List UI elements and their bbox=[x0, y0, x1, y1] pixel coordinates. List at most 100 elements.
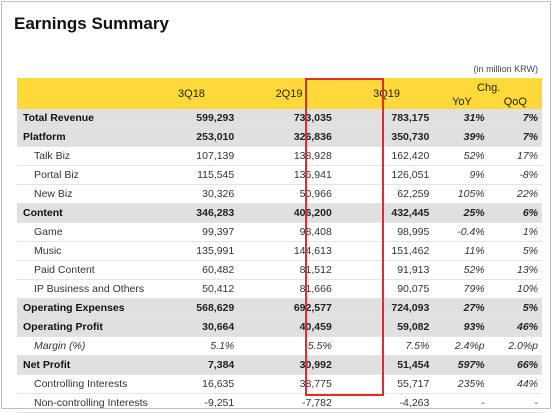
header-yoy: YoY bbox=[435, 95, 489, 109]
cell-3q18: 135,991 bbox=[142, 241, 241, 261]
cell-3q19: 151,462 bbox=[337, 241, 436, 261]
cell-2q19: 136,941 bbox=[240, 165, 338, 185]
table-row: Non-controlling Interests -9,251 -7,782 -4,… bbox=[17, 393, 542, 413]
cell-3q18: 99,397 bbox=[142, 222, 241, 242]
table-row: Operating Profit 30,664 40,459 59,082 93% 46% bbox=[17, 317, 542, 337]
cell-3q18: 30,326 bbox=[142, 184, 241, 204]
cell-2q19: 50,966 bbox=[240, 184, 338, 204]
cell-qoq: 2.0%p bbox=[488, 336, 542, 356]
table-row: Music 135,991 144,613 151,462 11% 5% bbox=[17, 241, 542, 261]
row-label: Margin (%) bbox=[17, 336, 143, 356]
cell-3q18: 599,293 bbox=[142, 109, 241, 128]
header-row-sub: YoY QoQ bbox=[17, 95, 542, 109]
header-period-3q18: 3Q18 bbox=[142, 78, 241, 109]
header-label-cell bbox=[17, 78, 143, 109]
row-label: IP Business and Others bbox=[17, 279, 144, 299]
cell-3q18: 16,635 bbox=[142, 374, 241, 394]
cell-3q19: 59,082 bbox=[337, 317, 436, 337]
cell-3q19: 91,913 bbox=[337, 260, 436, 280]
cell-3q19: 783,175 bbox=[337, 109, 436, 128]
cell-3q18: 253,010 bbox=[142, 127, 241, 147]
table-row: New Biz 30,326 50,966 62,259 105% 22% bbox=[17, 184, 542, 204]
cell-yoy: 39% bbox=[435, 127, 489, 147]
cell-3q19: 126,051 bbox=[337, 165, 436, 185]
cell-3q19: 162,420 bbox=[337, 146, 436, 166]
cell-yoy: 52% bbox=[435, 260, 489, 280]
row-label: New Biz bbox=[17, 184, 143, 204]
cell-yoy: 105% bbox=[435, 184, 489, 204]
cell-3q19: 90,075 bbox=[337, 279, 436, 299]
cell-3q19: 62,259 bbox=[337, 184, 436, 204]
cell-2q19: 138,928 bbox=[240, 146, 338, 166]
cell-3q19: 7.5% bbox=[337, 336, 436, 356]
cell-3q19: 98,995 bbox=[337, 222, 436, 242]
cell-yoy: 25% bbox=[435, 203, 489, 223]
cell-qoq: 13% bbox=[488, 260, 542, 280]
cell-2q19: 38,775 bbox=[240, 374, 338, 394]
cell-qoq: 44% bbox=[488, 374, 542, 394]
cell-3q18: 60,482 bbox=[142, 260, 241, 280]
cell-2q19: 406,200 bbox=[240, 203, 338, 223]
cell-yoy: 93% bbox=[435, 317, 489, 337]
cell-qoq: 46% bbox=[488, 317, 542, 337]
header-chg: Chg. bbox=[435, 78, 542, 95]
cell-3q19: 55,717 bbox=[337, 374, 436, 394]
cell-yoy: - bbox=[435, 393, 489, 413]
row-label: Portal Biz bbox=[17, 165, 143, 185]
table-body: Total Revenue 599,293 733,035 783,175 31% 7% P… bbox=[17, 109, 542, 413]
cell-qoq: 6% bbox=[488, 203, 542, 223]
cell-yoy: 52% bbox=[435, 146, 489, 166]
earnings-table: 3Q18 2Q19 3Q19 Chg. YoY QoQ Total Revenu… bbox=[17, 78, 542, 413]
cell-2q19: 5.5% bbox=[240, 336, 338, 356]
cell-qoq: 1% bbox=[488, 222, 542, 242]
cell-yoy: 2.4%p bbox=[435, 336, 489, 356]
cell-yoy: 31% bbox=[435, 109, 489, 128]
cell-3q18: -9,251 bbox=[142, 393, 241, 413]
table-row: Margin (%) 5.1% 5.5% 7.5% 2.4%p 2.0%p bbox=[17, 336, 542, 356]
row-label: Game bbox=[17, 222, 143, 242]
cell-2q19: 40,459 bbox=[240, 317, 338, 337]
cell-qoq: 7% bbox=[488, 109, 542, 128]
cell-yoy: 79% bbox=[435, 279, 489, 299]
cell-2q19: 144,613 bbox=[240, 241, 338, 261]
unit-note: (in million KRW) bbox=[473, 64, 538, 74]
cell-3q18: 30,664 bbox=[142, 317, 241, 337]
table-row: Game 99,397 98,408 98,995 -0.4% 1% bbox=[17, 222, 542, 242]
table-row: Portal Biz 115,545 136,941 126,051 9% -8% bbox=[17, 165, 542, 185]
table-row: Net Profit 7,384 30,992 51,454 597% 66% bbox=[17, 355, 542, 375]
table-row: Controlling Interests 16,635 38,775 55,717 2… bbox=[17, 374, 542, 394]
cell-2q19: 30,992 bbox=[240, 355, 338, 375]
cell-3q18: 346,283 bbox=[142, 203, 241, 223]
cell-qoq: 5% bbox=[488, 241, 542, 261]
cell-yoy: -0.4% bbox=[435, 222, 489, 242]
cell-3q18: 5.1% bbox=[142, 336, 241, 356]
table-row: Content 346,283 406,200 432,445 25% 6% bbox=[17, 203, 542, 223]
cell-3q19: -4,263 bbox=[337, 393, 436, 413]
table-row: Talk Biz 107,139 138,928 162,420 52% 17% bbox=[17, 146, 542, 166]
header-qoq: QoQ bbox=[488, 95, 542, 109]
cell-2q19: 81,666 bbox=[240, 279, 338, 299]
cell-2q19: 692,577 bbox=[240, 298, 338, 318]
row-label: Net Profit bbox=[17, 355, 143, 375]
row-label: Platform bbox=[17, 127, 143, 147]
row-label: Total Revenue bbox=[17, 109, 143, 128]
table-row: Total Revenue 599,293 733,035 783,175 31% 7% bbox=[17, 109, 542, 128]
cell-qoq: -8% bbox=[488, 165, 542, 185]
cell-yoy: 27% bbox=[435, 298, 489, 318]
cell-yoy: 11% bbox=[435, 241, 489, 261]
cell-2q19: -7,782 bbox=[240, 393, 338, 413]
row-label: Controlling Interests bbox=[17, 374, 143, 394]
cell-qoq: 10% bbox=[488, 279, 542, 299]
cell-2q19: 733,035 bbox=[240, 109, 338, 128]
row-label: Talk Biz bbox=[17, 146, 143, 166]
row-label: Non-controlling Interests bbox=[17, 393, 148, 413]
cell-qoq: 17% bbox=[488, 146, 542, 166]
table-row: Paid Content 60,482 81,512 91,913 52% 13% bbox=[17, 260, 542, 280]
row-label: Operating Profit bbox=[17, 317, 143, 337]
cell-3q19: 350,730 bbox=[337, 127, 436, 147]
table-row: Operating Expenses 568,629 692,577 724,093 2… bbox=[17, 298, 542, 318]
row-label: Paid Content bbox=[17, 260, 143, 280]
cell-qoq: 7% bbox=[488, 127, 542, 147]
cell-qoq: 66% bbox=[488, 355, 542, 375]
row-label: Music bbox=[17, 241, 143, 261]
